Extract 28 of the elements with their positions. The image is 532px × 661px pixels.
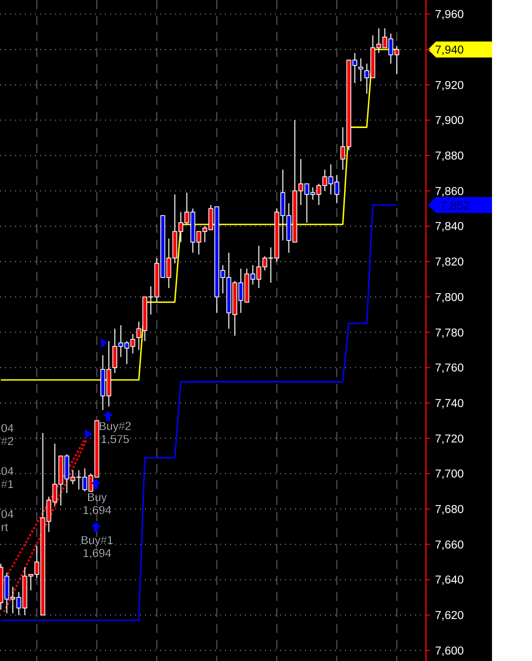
y-tick-label: 7,960	[435, 9, 464, 22]
y-tick-label: 7,840	[435, 221, 464, 234]
y-tick-label: 7,660	[435, 539, 464, 552]
y-tick-label: 7,920	[435, 80, 464, 92]
annotation: Buy 1,694	[82, 492, 112, 517]
y-tick-label: 7,800	[435, 292, 464, 304]
y-tick-label: 7,820	[435, 256, 464, 269]
y-tick-label: 7,640	[435, 574, 464, 587]
y-tick-label: 7,620	[435, 610, 464, 622]
y-tick-label: 7,860	[435, 186, 464, 198]
y-tick-label: 7,940	[435, 44, 464, 56]
annotation: 04 #2	[1, 423, 14, 448]
text: 7,852	[440, 198, 470, 213]
candlestick	[358, 58, 364, 82]
y-tick-label: 7,600	[435, 645, 464, 658]
annotation: 04 rt	[1, 509, 14, 534]
y-tick-label: 7,700	[435, 468, 464, 481]
y-tick-label: 7,880	[435, 150, 464, 163]
annotation: Buy#1 1,694	[80, 535, 114, 560]
y-tick-label: 7,780	[435, 327, 464, 340]
y-tick-label: 7,760	[435, 362, 464, 375]
y-tick-label: 7,900	[435, 115, 464, 128]
annotation: Buy#2 1,575	[98, 421, 132, 446]
y-tick-label: 7,680	[435, 504, 464, 516]
y-tick-label: 7,740	[435, 398, 464, 410]
line-series	[0, 204, 398, 622]
annotation: 04 #1	[1, 466, 14, 491]
y-tick-label: 7,720	[435, 433, 464, 446]
